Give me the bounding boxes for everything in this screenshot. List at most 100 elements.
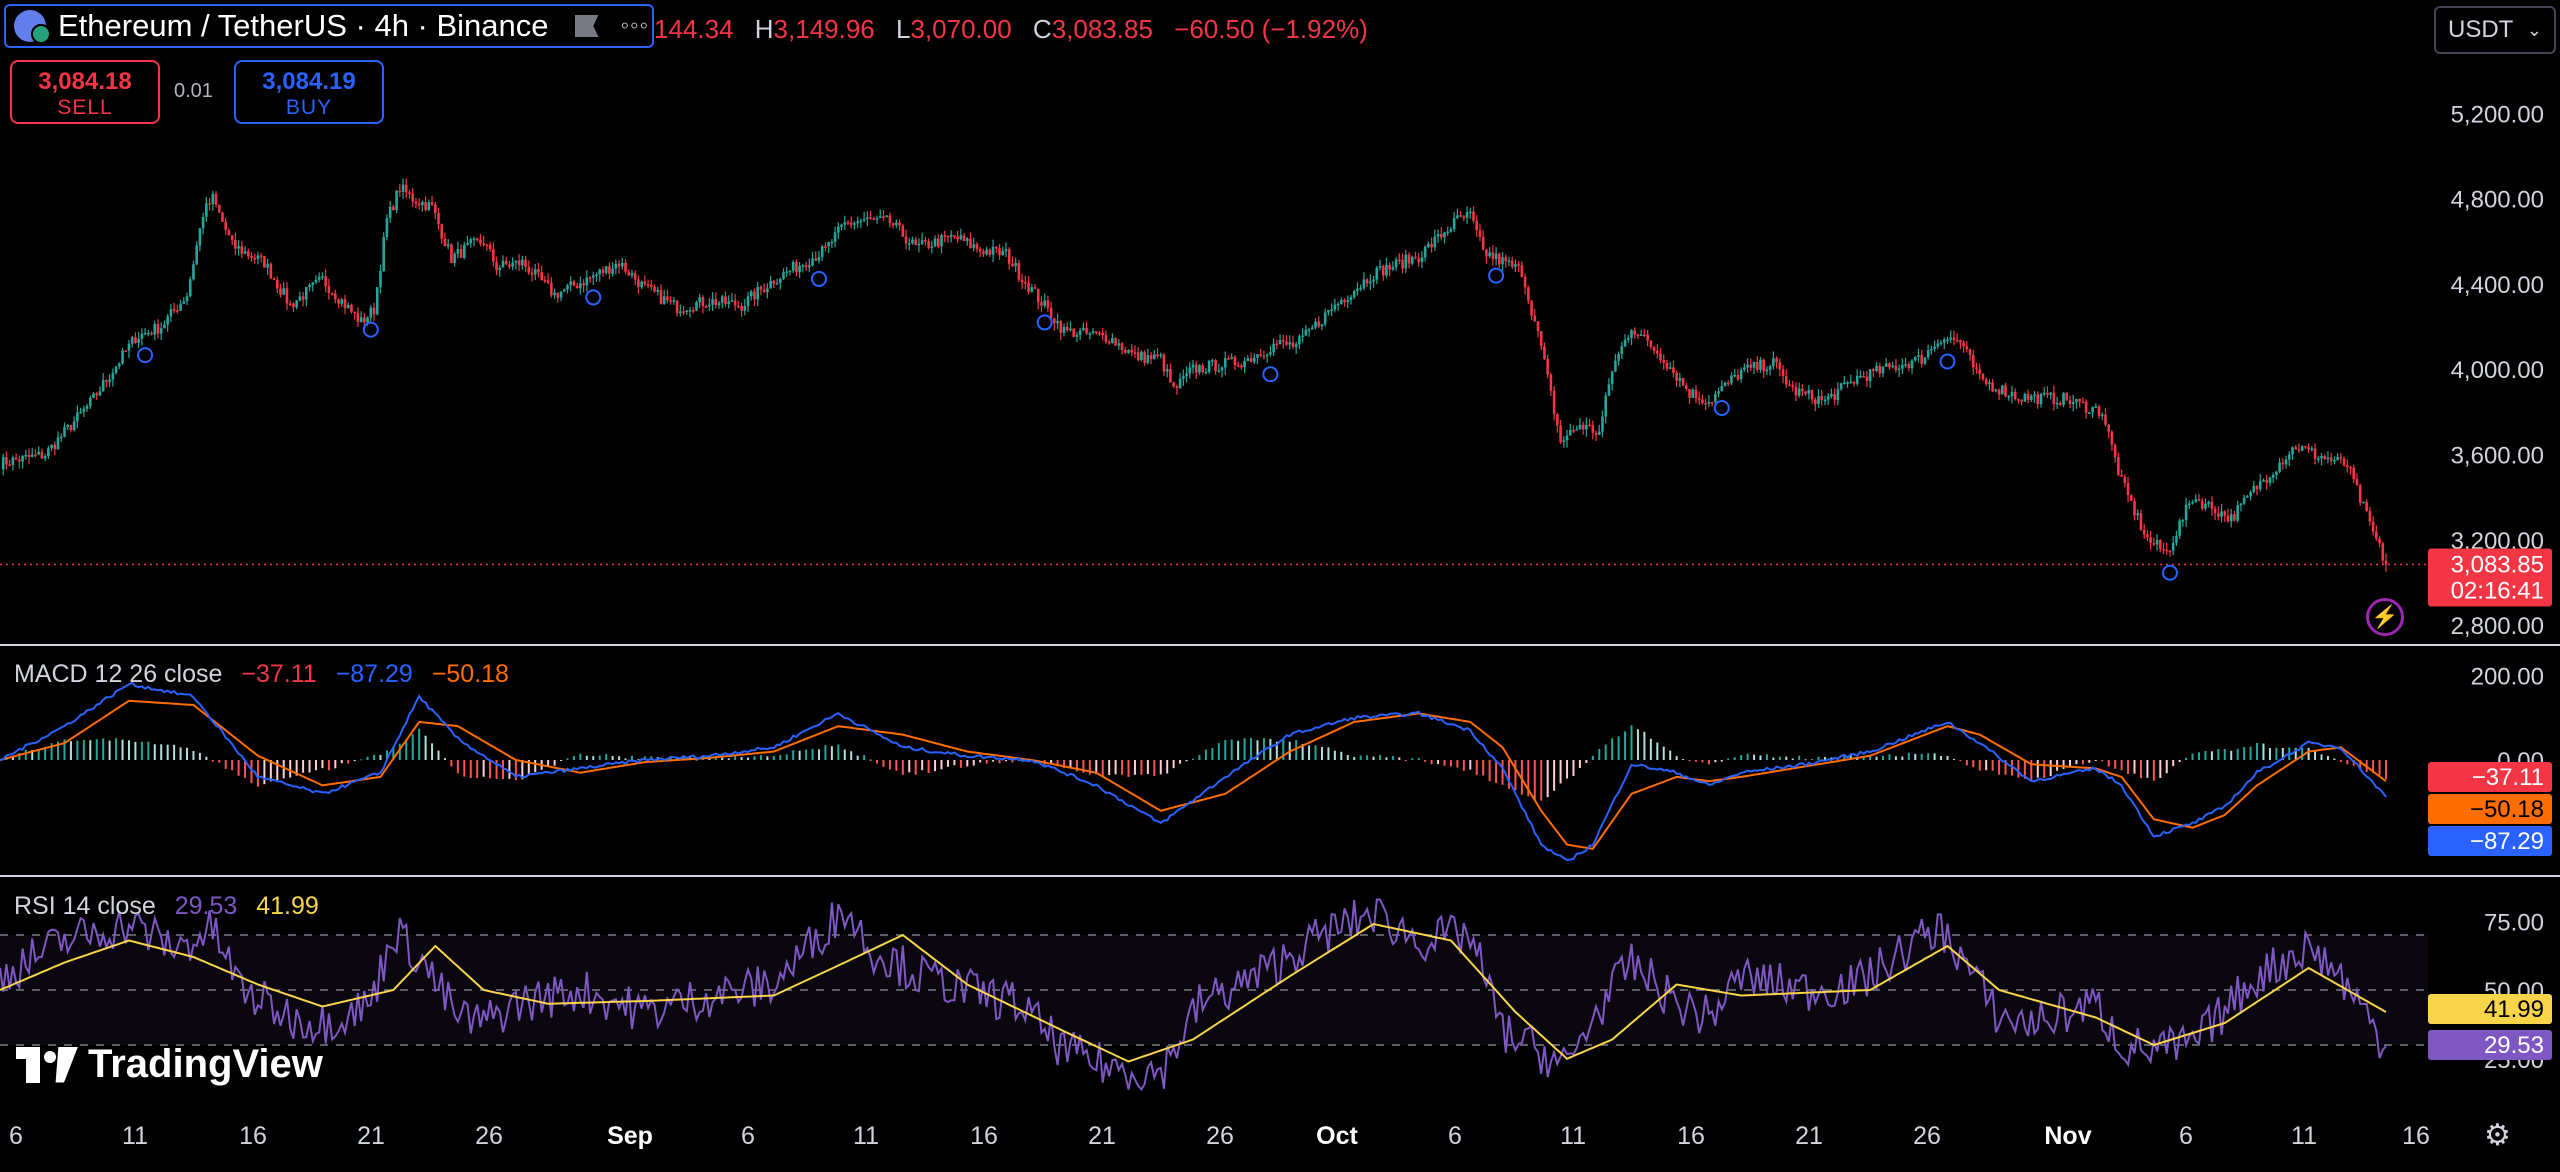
macd-histogram-bar (456, 760, 459, 774)
macd-histogram-bar (1920, 753, 1923, 760)
macd-histogram-bar (1778, 756, 1781, 760)
candle-body (598, 269, 602, 275)
candle-body (1652, 347, 1656, 351)
candle-body (746, 296, 750, 307)
rsi-label: RSI 14 close (14, 892, 156, 920)
candle-body (2258, 480, 2262, 490)
candle-body (733, 300, 737, 306)
candle-body (1011, 263, 1014, 267)
candle-body (1478, 230, 1482, 237)
candle-body (221, 212, 224, 222)
candle-body (1501, 257, 1504, 265)
macd-histogram-bar (921, 760, 924, 771)
sell-button[interactable]: 3,084.18 SELL (10, 60, 160, 124)
candle-body (2152, 542, 2156, 545)
candle-body (301, 296, 305, 300)
macd-histogram-bar (1282, 739, 1285, 760)
settings-icon[interactable]: ⚙ (2484, 1119, 2511, 1152)
candle-body (2091, 407, 2094, 413)
candle-body (862, 219, 866, 221)
rsi-legend[interactable]: RSI 14 close 29.53 41.99 (14, 892, 331, 921)
candle-body (1498, 253, 1501, 265)
macd-histogram-bar (1649, 738, 1652, 760)
buy-button[interactable]: 3,084.19 BUY (234, 60, 384, 124)
event-marker-icon (1713, 399, 1730, 416)
candle-body (440, 224, 444, 239)
candle-body (2117, 457, 2120, 475)
candle-body (830, 242, 834, 244)
logo-text: TradingView (88, 1042, 323, 1086)
macd-histogram-bar (2004, 760, 2007, 775)
macd-histogram-bar (953, 760, 956, 766)
candle-body (408, 192, 411, 194)
candle-body (1198, 365, 1201, 373)
candle-body (1755, 361, 1759, 370)
candle-body (720, 296, 724, 303)
candle-body (562, 289, 566, 292)
candle-body (959, 235, 963, 240)
candle-body (1391, 267, 1395, 270)
macd-histogram-bar (792, 750, 795, 760)
candle-body (1559, 425, 1562, 443)
candle-body (975, 244, 979, 250)
candle-body (163, 324, 166, 329)
macd-histogram-bar (1746, 753, 1749, 760)
candle-body (2284, 459, 2288, 465)
candle-body (1262, 355, 1266, 358)
macd-histogram-bar (1391, 756, 1394, 760)
candle-body (1826, 396, 1830, 400)
candle-body (1359, 287, 1362, 290)
candle-body (201, 216, 205, 229)
candle-body (1626, 337, 1630, 340)
candle-body (2329, 457, 2333, 462)
macd-histogram-bar (2191, 753, 2194, 760)
macd-histogram-bar (218, 760, 221, 763)
macd-histogram-bar (1753, 754, 1756, 760)
more-icon[interactable]: ◦◦◦ (620, 12, 650, 39)
candle-body (1104, 335, 1108, 342)
candle-body (2204, 503, 2207, 509)
candle-body (1452, 218, 1456, 230)
candle-body (1153, 354, 1156, 359)
candle-body (259, 255, 263, 257)
tradingview-logo[interactable]: TradingView (16, 1042, 323, 1087)
currency-select[interactable]: USDT ⌄ (2434, 6, 2556, 54)
macd-legend[interactable]: MACD 12 26 close −37.11 −87.29 −50.18 (14, 660, 521, 689)
macd-histogram-bar (2114, 760, 2117, 769)
candle-body (2081, 401, 2085, 404)
macd-histogram-bar (1772, 757, 1775, 760)
candle-body (1127, 350, 1130, 353)
macd-signal-line (0, 699, 2387, 850)
macd-histogram-bar (946, 760, 949, 767)
candle-body (1123, 349, 1127, 353)
macd-histogram-bar (1327, 747, 1330, 760)
flag-icon[interactable] (574, 15, 599, 37)
candle-body (2123, 476, 2127, 484)
symbol-selector[interactable]: Ethereum / TetherUS · 4h · Binance ◦◦◦ (4, 4, 654, 48)
macd-histogram-bar (1320, 746, 1323, 760)
flash-icon[interactable]: ⚡ (2366, 598, 2404, 636)
macd-histogram-bar (327, 760, 330, 771)
macd-histogram-bar (605, 754, 608, 760)
macd-histogram-bar (1308, 745, 1311, 760)
candle-body (991, 246, 995, 255)
candle-body (1130, 350, 1134, 353)
time-axis-tick: 21 (357, 1122, 385, 1150)
candle-body (1162, 354, 1166, 372)
candle-body (1636, 334, 1640, 337)
candle-body (1136, 352, 1140, 360)
macd-histogram-bar (1017, 759, 1020, 761)
candle-body (5, 457, 8, 465)
macd-histogram-bar (95, 739, 98, 760)
candle-body (1340, 299, 1343, 305)
macd-histogram-bar (1578, 760, 1581, 769)
macd-histogram-bar (1572, 760, 1575, 776)
macd-histogram-bar (1146, 760, 1149, 775)
candle-body (1475, 220, 1479, 231)
macd-histogram-bar (972, 760, 975, 766)
candle-body (1530, 300, 1533, 316)
macd-histogram-bar (366, 756, 369, 760)
candle-body (2275, 471, 2278, 475)
macd-histogram-bar (1585, 760, 1588, 764)
